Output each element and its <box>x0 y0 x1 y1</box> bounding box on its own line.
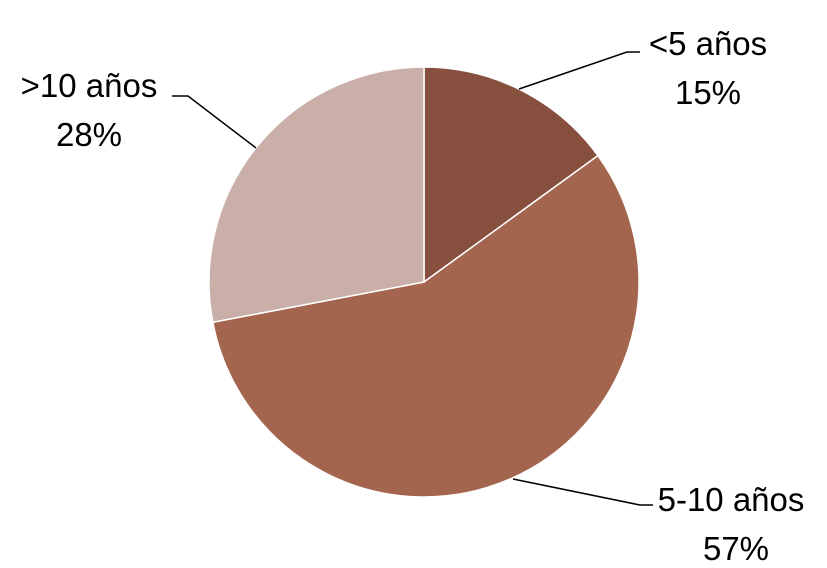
slice-value-over-10: 28% <box>56 116 122 153</box>
slice-value-5-10: 57% <box>703 530 769 567</box>
leader-lines <box>172 51 653 506</box>
pie-slice-5-10 <box>211 154 640 498</box>
leader-line-under-5 <box>518 51 640 90</box>
slice-label-over-10: >10 años <box>21 67 158 104</box>
slice-label-under-5: <5 años <box>649 25 767 62</box>
leader-line-5-10 <box>512 478 653 506</box>
pie-slice-over-10 <box>208 66 425 324</box>
pie-slice-under-5 <box>423 66 599 284</box>
slice-label-5-10: 5-10 años <box>658 481 805 518</box>
pie-slices <box>208 66 640 498</box>
slice-value-under-5: 15% <box>675 74 741 111</box>
leader-line-over-10 <box>172 95 257 149</box>
